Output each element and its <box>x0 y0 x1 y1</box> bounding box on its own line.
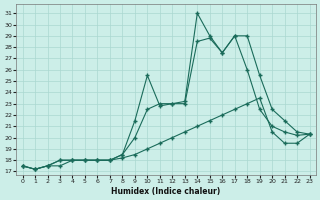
X-axis label: Humidex (Indice chaleur): Humidex (Indice chaleur) <box>111 187 221 196</box>
